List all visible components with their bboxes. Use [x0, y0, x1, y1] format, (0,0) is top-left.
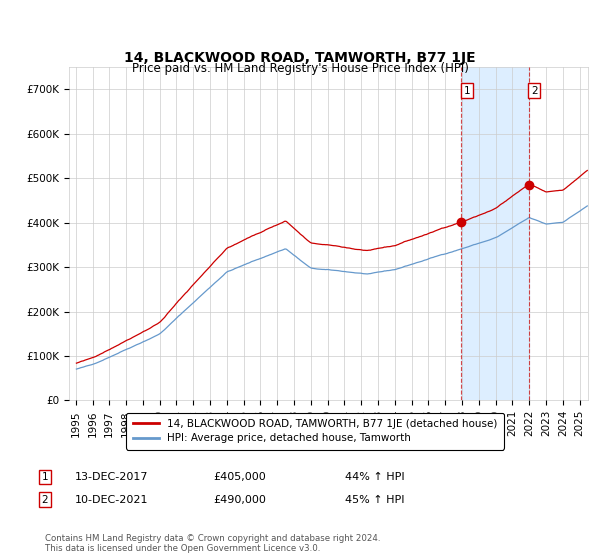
- Text: 1: 1: [41, 472, 49, 482]
- Text: Contains HM Land Registry data © Crown copyright and database right 2024.
This d: Contains HM Land Registry data © Crown c…: [45, 534, 380, 553]
- Text: £405,000: £405,000: [213, 472, 266, 482]
- Text: 14, BLACKWOOD ROAD, TAMWORTH, B77 1JE: 14, BLACKWOOD ROAD, TAMWORTH, B77 1JE: [124, 51, 476, 65]
- Text: 45% ↑ HPI: 45% ↑ HPI: [345, 494, 404, 505]
- Text: 2: 2: [41, 494, 49, 505]
- Text: 44% ↑ HPI: 44% ↑ HPI: [345, 472, 404, 482]
- Text: £490,000: £490,000: [213, 494, 266, 505]
- Legend: 14, BLACKWOOD ROAD, TAMWORTH, B77 1JE (detached house), HPI: Average price, deta: 14, BLACKWOOD ROAD, TAMWORTH, B77 1JE (d…: [127, 413, 503, 450]
- Text: 10-DEC-2021: 10-DEC-2021: [75, 494, 149, 505]
- Bar: [461, 67, 529, 400]
- Text: 1: 1: [464, 86, 470, 96]
- Text: Price paid vs. HM Land Registry's House Price Index (HPI): Price paid vs. HM Land Registry's House …: [131, 62, 469, 76]
- Text: 2: 2: [531, 86, 538, 96]
- Text: 13-DEC-2017: 13-DEC-2017: [75, 472, 149, 482]
